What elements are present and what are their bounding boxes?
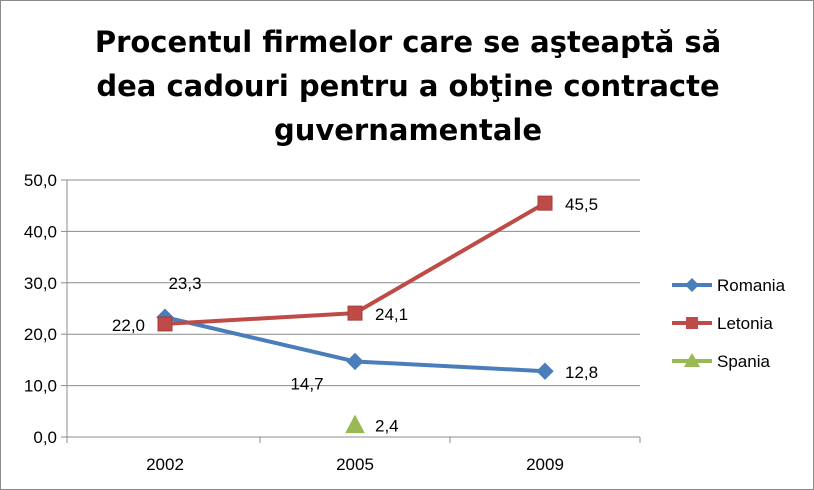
chart-title-line-2: dea cadouri pentru a obţine contracte <box>96 69 719 103</box>
data-point-romania <box>536 362 554 380</box>
legend-marker <box>685 278 699 292</box>
data-point-romania <box>346 352 364 371</box>
data-label-romania: 23,3 <box>168 274 201 293</box>
chart-title-line-3: guvernamentale <box>274 113 542 147</box>
data-labels: 23,3 14,7 12,8 22,0 24,1 45,5 2,4 <box>112 195 598 436</box>
legend-marker <box>686 317 698 329</box>
legend-item-spania: Spania <box>672 352 770 371</box>
y-tick-label: 50,0 <box>24 171 57 190</box>
chart-title: Procentul firmelor care se aşteaptă să d… <box>95 25 721 147</box>
chart-title-line-1: Procentul firmelor care se aşteaptă să <box>95 25 721 59</box>
legend-label: Romania <box>717 276 786 295</box>
legend-label: Letonia <box>717 314 773 333</box>
data-point-letonia <box>347 305 363 321</box>
legend-item-romania: Romania <box>672 276 786 295</box>
data-point-letonia <box>537 195 553 211</box>
data-label-letonia: 22,0 <box>112 316 145 335</box>
y-tick-label: 30,0 <box>24 274 57 293</box>
data-point-spania <box>345 414 365 434</box>
data-point-letonia <box>157 316 173 332</box>
data-label-letonia: 45,5 <box>565 195 598 214</box>
legend-marker <box>684 353 700 367</box>
y-tick-label: 20,0 <box>24 325 57 344</box>
legend: Romania Letonia Spania <box>672 276 786 371</box>
data-label-romania: 12,8 <box>565 363 598 382</box>
y-tick-label: 10,0 <box>24 377 57 396</box>
x-tick-label: 2002 <box>146 455 184 474</box>
legend-label: Spania <box>717 352 770 371</box>
data-label-romania: 14,7 <box>290 374 323 393</box>
data-label-spania: 2,4 <box>375 417 399 436</box>
series <box>156 195 554 434</box>
axes: 0,0 10,0 20,0 30,0 40,0 50,0 2002 2005 2009 <box>24 171 641 474</box>
x-tick-label: 2005 <box>336 455 374 474</box>
data-label-letonia: 24,1 <box>375 305 408 324</box>
gridlines <box>67 179 640 387</box>
x-tick-label: 2009 <box>526 455 564 474</box>
y-tick-label: 40,0 <box>24 222 57 241</box>
legend-item-letonia: Letonia <box>672 314 773 333</box>
y-tick-label: 0,0 <box>33 428 57 447</box>
